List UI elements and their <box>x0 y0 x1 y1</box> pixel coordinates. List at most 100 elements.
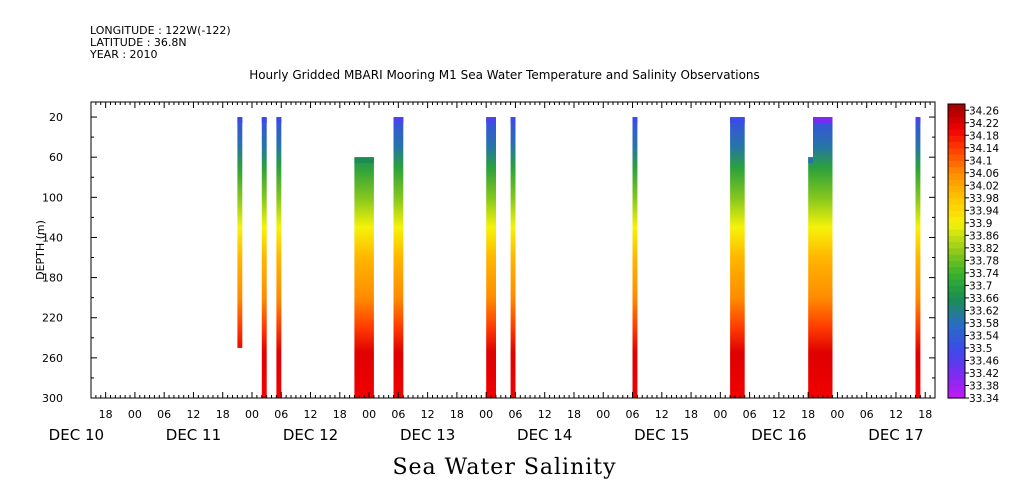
x-axis: 18 00 06 12 18 00 06 12 18 00 06 12 18 00 06 12 18 00 06 12… <box>49 102 936 444</box>
colorbar-swatch <box>948 241 965 249</box>
data-columns <box>237 117 921 398</box>
colorbar-label: 33.86 <box>969 230 999 242</box>
colorbar-label: 34.22 <box>969 118 999 130</box>
y-tick-label: 100 <box>42 191 63 204</box>
x-hour-label: 06 <box>626 408 640 421</box>
x-hour-label: 18 <box>918 408 932 421</box>
x-hour-label: 18 <box>450 408 464 421</box>
chart-title: Hourly Gridded MBARI Mooring M1 Sea Wate… <box>249 68 760 82</box>
colorbar-swatch <box>948 222 965 230</box>
colorbar-swatch <box>948 385 965 393</box>
x-hour-label: 12 <box>421 408 435 421</box>
x-day-label: DEC 16 <box>751 426 806 444</box>
colorbar-label: 34.1 <box>969 155 992 167</box>
x-hour-label: 06 <box>274 408 288 421</box>
x-day-label: DEC 11 <box>166 426 221 444</box>
colorbar-swatch <box>948 379 965 387</box>
x-hour-label: 12 <box>186 408 200 421</box>
colorbar-swatch <box>948 204 965 211</box>
y-tick-label: 180 <box>42 272 63 285</box>
colorbar-swatch <box>948 166 965 174</box>
x-hour-label: 06 <box>743 408 757 421</box>
data-column-8 <box>632 117 638 398</box>
colorbar-label: 33.66 <box>969 293 999 305</box>
colorbar-label: 33.5 <box>969 343 992 355</box>
x-hour-label: 18 <box>333 408 347 421</box>
year-label: YEAR : 2010 <box>90 48 158 61</box>
colorbar-swatch <box>948 310 965 318</box>
colorbar-label: 33.58 <box>969 318 999 330</box>
colorbar-frame <box>947 103 966 399</box>
x-day-label: DEC 12 <box>283 426 338 444</box>
column-cap-5 <box>393 117 404 124</box>
colorbar-label: 33.7 <box>969 280 992 292</box>
colorbar-label: 34.14 <box>969 143 999 155</box>
x-hour-label: 00 <box>713 408 727 421</box>
x-hour-label: 18 <box>99 408 113 421</box>
x-hour-label: 12 <box>655 408 669 421</box>
x-hour-label: 00 <box>830 408 844 421</box>
column-cap-11 <box>813 117 833 124</box>
x-hour-label: 12 <box>772 408 786 421</box>
x-hour-label: 00 <box>362 408 376 421</box>
colorbar-label: 33.9 <box>969 218 992 230</box>
column-cap-7 <box>510 117 516 124</box>
colorbar-swatch <box>948 279 965 287</box>
colorbar-swatch <box>948 216 965 224</box>
colorbar-swatch <box>948 247 965 255</box>
x-day-label: DEC 10 <box>49 426 104 444</box>
y-tick-label: 260 <box>42 352 63 365</box>
colorbar-swatch <box>948 104 965 111</box>
colorbar-label: 33.98 <box>969 193 999 205</box>
colorbar-label: 34.02 <box>969 180 999 192</box>
x-hour-label: 12 <box>304 408 318 421</box>
colorbar-swatch <box>948 260 965 268</box>
y-tick-label: 140 <box>42 231 63 244</box>
y-tick-label: 220 <box>42 312 63 325</box>
column-cap-4 <box>354 157 374 164</box>
x-hour-label: 06 <box>508 408 522 421</box>
column-cap-9 <box>730 117 745 124</box>
column-cap-2 <box>261 117 267 124</box>
colorbar-swatch <box>948 347 965 355</box>
data-column-9 <box>730 117 745 398</box>
variable-title: Sea Water Salinity <box>392 455 617 480</box>
x-hour-label: 06 <box>860 408 874 421</box>
colorbar-swatch <box>948 372 965 380</box>
colorbar-swatch <box>948 179 965 186</box>
y-tick-label: 60 <box>49 151 63 164</box>
colorbar-swatch <box>948 110 965 118</box>
colorbar-label: 34.18 <box>969 130 999 142</box>
x-day-label: DEC 14 <box>517 426 572 444</box>
colorbar-swatch <box>948 366 965 374</box>
colorbar-label: 33.46 <box>969 355 999 367</box>
data-column-1 <box>237 117 243 348</box>
colorbar-swatch <box>948 141 965 149</box>
x-hour-label: 06 <box>391 408 405 421</box>
colorbar-label: 33.82 <box>969 243 999 255</box>
colorbar-swatch <box>948 235 965 243</box>
colorbar-swatch <box>948 160 965 168</box>
colorbar-swatch <box>948 172 965 180</box>
colorbar-swatch <box>948 322 965 330</box>
x-hour-label: 12 <box>889 408 903 421</box>
latitude-label: LATITUDE : 36.8N <box>90 36 187 49</box>
plot-frame <box>90 101 936 399</box>
colorbar-swatch <box>948 391 965 399</box>
x-hour-label: 06 <box>157 408 171 421</box>
colorbar-swatch <box>948 316 965 324</box>
colorbar-label: 33.38 <box>969 380 999 392</box>
colorbar-swatch <box>948 129 965 136</box>
x-hour-label: 18 <box>684 408 698 421</box>
data-column-3 <box>276 117 282 398</box>
data-column-4 <box>354 157 374 398</box>
colorbar-swatch <box>948 122 965 130</box>
colorbar-swatch <box>948 191 965 199</box>
column-cap-8 <box>632 117 638 124</box>
colorbar-label: 33.94 <box>969 205 999 217</box>
x-day-label: DEC 15 <box>634 426 689 444</box>
colorbar-swatch <box>948 185 965 193</box>
colorbar-swatch <box>948 341 965 349</box>
y-tick-label: 20 <box>49 111 63 124</box>
